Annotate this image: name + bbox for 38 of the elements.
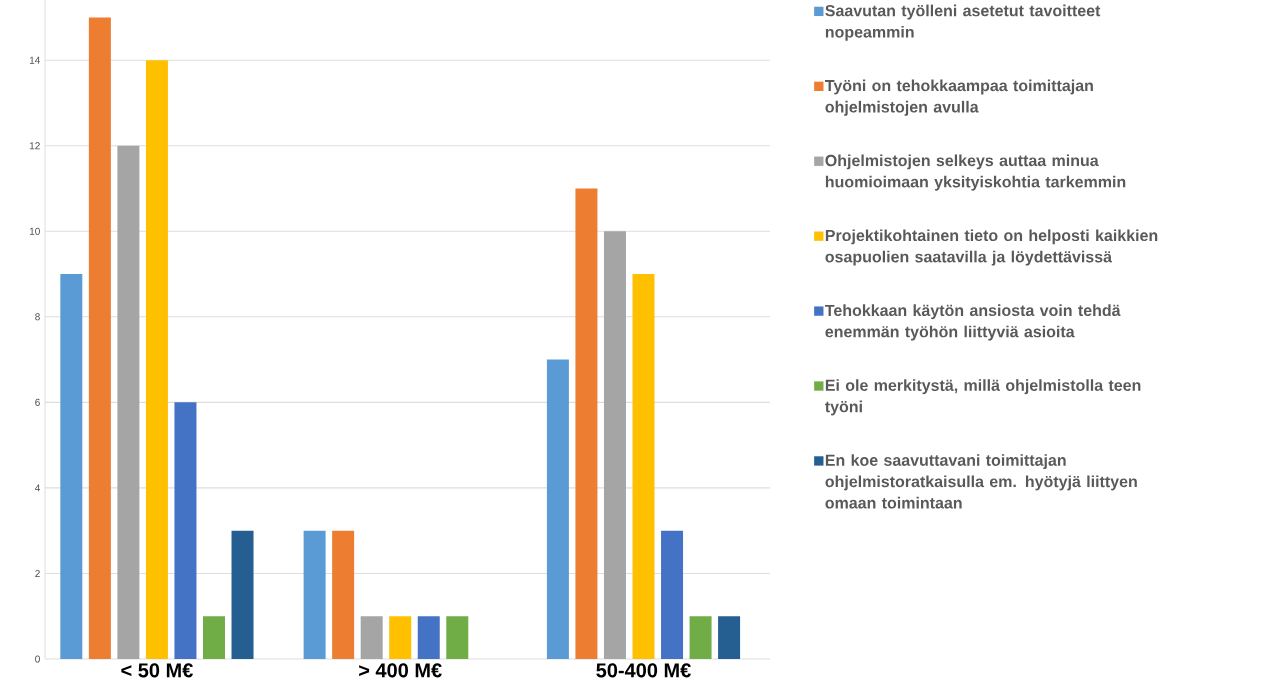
bar xyxy=(417,616,440,659)
y-tick-label: 2 xyxy=(35,569,40,577)
bar xyxy=(603,231,626,659)
bar xyxy=(689,616,712,659)
y-tick-label: 6 xyxy=(35,398,40,406)
bar xyxy=(575,188,598,659)
y-tick-label: 4 xyxy=(34,484,41,492)
bar xyxy=(546,359,569,659)
legend-label: Ei ole merkitystä, millä ohjelmistolla teen työni xyxy=(825,379,1141,416)
legend-label: En koe saavuttavani toimittajan ohjelmistoratkaisulla em. hyötyjä liittyen omaan toimintaan xyxy=(825,454,1137,509)
bar xyxy=(174,402,197,659)
bar xyxy=(303,530,326,659)
bar xyxy=(202,616,225,659)
legend-label: Projektikohtainen tieto on helposti kaikkien osapuolien saatavilla ja löydettävissä xyxy=(825,229,1158,266)
bar xyxy=(231,530,254,659)
bar xyxy=(117,145,140,659)
y-tick-label: 10 xyxy=(29,227,40,235)
x-tick-label: 50-400 M€ xyxy=(596,663,691,678)
bar xyxy=(661,530,684,659)
bar xyxy=(718,616,741,659)
bar xyxy=(88,17,111,659)
legend-label: Työni on tehokkaampaa toimittajan ohjelmistojen avulla xyxy=(825,79,1093,116)
bar xyxy=(446,616,469,659)
bar xyxy=(632,274,655,659)
bar xyxy=(360,616,383,659)
y-tick-label: 12 xyxy=(29,142,40,150)
legend-label: Ohjelmistojen selkeys auttaa minua huomioimaan yksityiskohtia tarkemmin xyxy=(825,154,1126,191)
bar xyxy=(389,616,412,659)
x-tick-label: > 400 M€ xyxy=(359,663,442,678)
legend-label: Tehokkaan käytön ansiosta voin tehdä enemmän työhön liittyviä asioita xyxy=(825,304,1121,341)
bar xyxy=(145,60,168,659)
bar xyxy=(60,274,83,659)
bar xyxy=(332,530,355,659)
legend-label: Saavutan työlleni asetetut tavoitteet nopeammin xyxy=(825,4,1101,41)
y-tick-label: 8 xyxy=(35,313,40,321)
y-tick-label: 14 xyxy=(29,56,41,64)
x-tick-label: < 50 M€ xyxy=(121,663,193,678)
y-tick-label: 0 xyxy=(35,655,40,663)
